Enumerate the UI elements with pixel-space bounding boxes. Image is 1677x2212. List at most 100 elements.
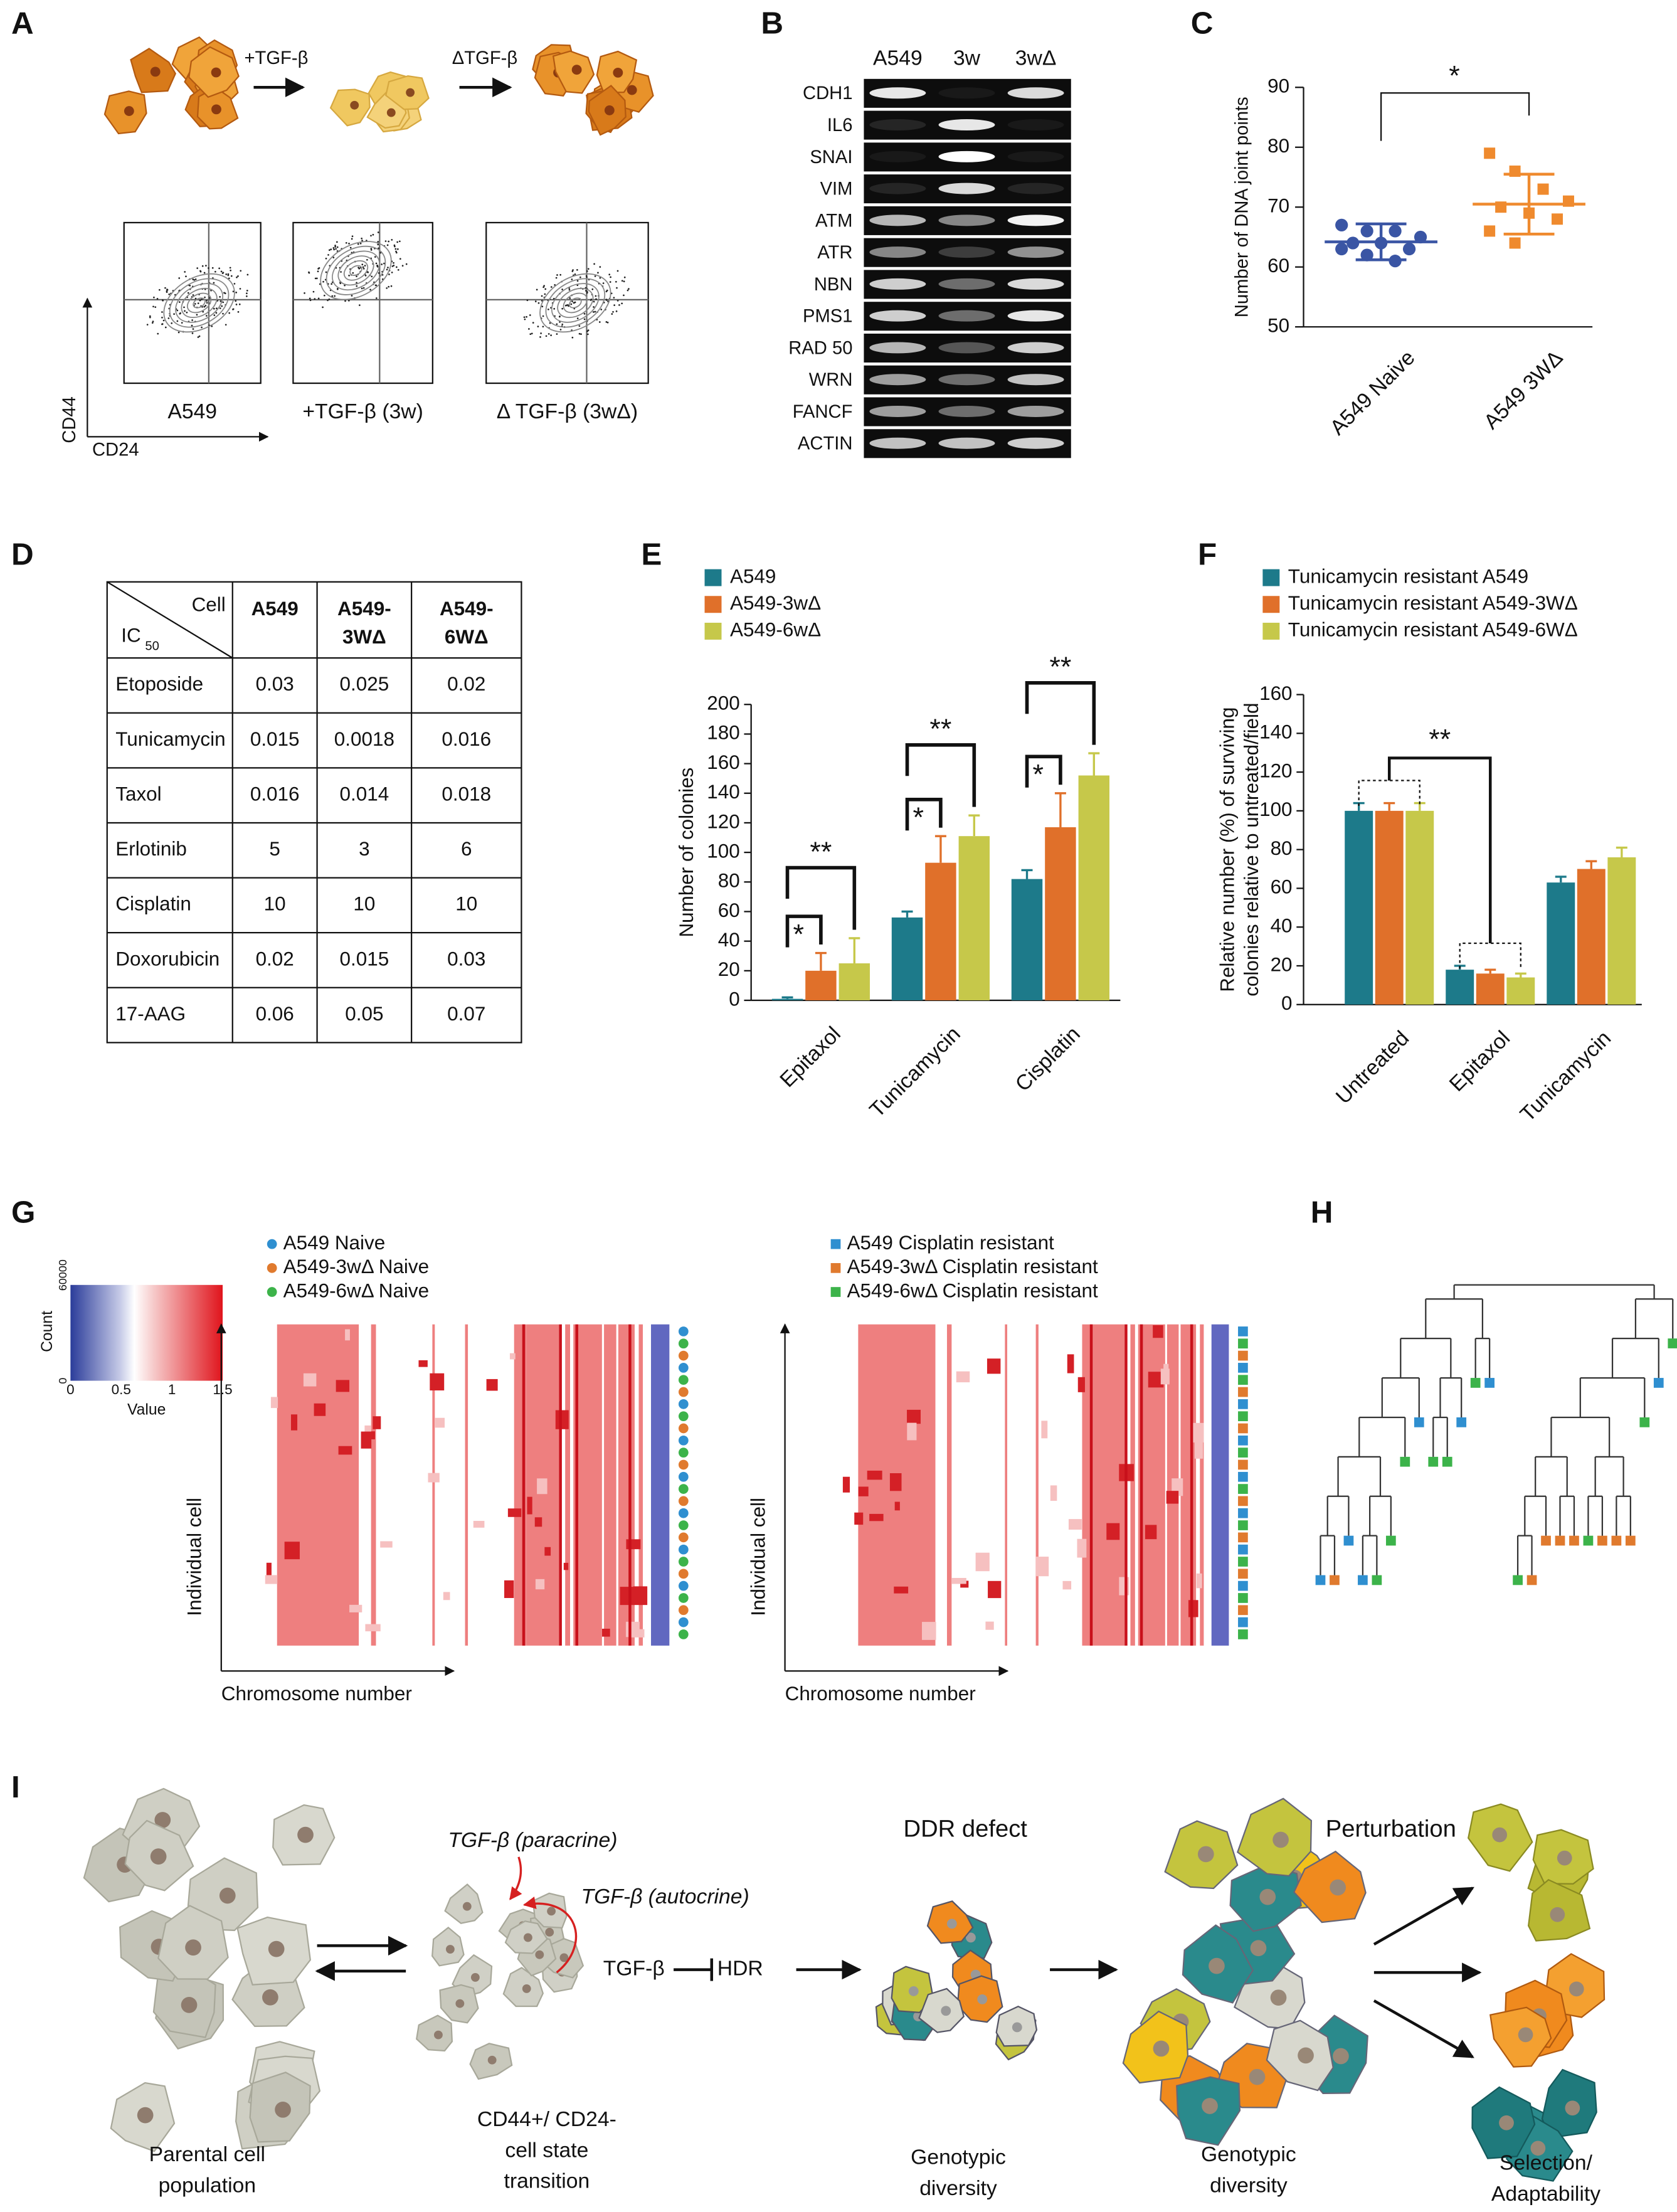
heatmap-cell [869, 1513, 884, 1521]
event-dot [553, 308, 556, 310]
event-dot [593, 263, 595, 265]
event-dot [545, 335, 548, 337]
event-dot [361, 263, 364, 266]
table-cell: 5 [269, 838, 280, 860]
event-dot [534, 300, 537, 302]
nucleus [1209, 1957, 1225, 1974]
heatmap-cell [1050, 1485, 1057, 1501]
event-dot [616, 287, 618, 289]
event-dot [362, 267, 365, 270]
cell-marker [1238, 1459, 1248, 1470]
sd-bar [1503, 172, 1555, 236]
label: ATR [817, 243, 852, 263]
event-dot [364, 265, 366, 267]
significance: ** [1049, 650, 1071, 682]
event-dot [390, 285, 393, 287]
bar [1375, 810, 1404, 1005]
event-dot [399, 258, 401, 260]
arrow [1373, 1887, 1474, 1946]
event-dot [327, 299, 329, 302]
heatmap-block [651, 1324, 670, 1646]
nucleus [966, 1932, 976, 1943]
event-dot [613, 304, 615, 306]
event-dot [225, 273, 228, 275]
bar [1547, 882, 1575, 1005]
column-header: A549- [440, 598, 494, 620]
leaf [1668, 1338, 1677, 1348]
event-dot [224, 292, 226, 295]
event-dot [548, 308, 549, 310]
cell-marker [678, 1593, 689, 1603]
event-dot [176, 309, 179, 312]
event-dot [199, 270, 201, 272]
event-dot [587, 329, 590, 331]
label: Chromosome number [221, 1683, 412, 1705]
event-dot [586, 270, 588, 272]
y-tick-label: 40 [718, 929, 740, 951]
table-border [106, 581, 522, 1044]
event-dot [593, 300, 595, 303]
event-dot [196, 267, 199, 269]
label: HDR [717, 1957, 763, 1981]
column-header: A549- [337, 598, 391, 620]
label: Count [39, 1311, 56, 1352]
bar [1446, 970, 1474, 1005]
heatmap-cell [270, 1397, 278, 1409]
heatmap-cell [1068, 1519, 1082, 1530]
cell-marker [678, 1544, 689, 1555]
row-header: Taxol [115, 783, 161, 805]
event-dot [356, 282, 357, 284]
event-dot [308, 272, 310, 274]
cell-marker [678, 1326, 689, 1336]
event-dot [149, 316, 151, 319]
label: +TGF-β (3w) [302, 400, 423, 423]
event-dot [574, 301, 576, 304]
label: FANCF [793, 402, 853, 422]
event-dot [196, 314, 198, 316]
heatmap-cell [985, 1621, 994, 1630]
event-dot [194, 303, 196, 305]
y-tick-label: 0 [729, 988, 739, 1010]
event-dot [208, 267, 209, 269]
error-bar [1515, 972, 1526, 978]
gel-band [1007, 183, 1064, 194]
y-tick-label: 160 [707, 751, 739, 773]
event-dot [191, 324, 193, 327]
event-dot [177, 331, 180, 334]
label: CD44+/ CD24- [477, 2107, 616, 2131]
nucleus [1272, 1831, 1289, 1848]
heatmap-block [1200, 1324, 1204, 1646]
event-dot [569, 297, 571, 299]
heatmap-cell [428, 1473, 440, 1483]
contour [186, 292, 212, 314]
nucleus [181, 1997, 198, 2013]
event-dot [235, 292, 238, 294]
event-dot [561, 323, 564, 325]
event-dot [304, 292, 305, 294]
error-bar [1616, 846, 1627, 857]
table-cell: 0.016 [250, 783, 300, 805]
event-dot [561, 307, 563, 310]
heatmap-line [1089, 1324, 1093, 1646]
gel-band [938, 342, 995, 354]
legend-marker [267, 1262, 277, 1273]
significance: * [793, 918, 803, 950]
event-dot [334, 246, 337, 248]
x-tick-label: Untreated [1331, 1026, 1414, 1108]
event-dot [325, 257, 327, 260]
heatmap-cell [1077, 1377, 1085, 1392]
cell-marker [678, 1605, 689, 1616]
heatmap-cell [380, 1541, 393, 1548]
event-dot [237, 311, 240, 313]
nucleus [211, 67, 221, 78]
event-dot [585, 275, 588, 277]
heatmap-cell [889, 1473, 902, 1491]
error-bar [1585, 860, 1597, 869]
point [1335, 218, 1348, 231]
heatmap-cell [486, 1379, 498, 1391]
gel-band [869, 87, 926, 99]
event-dot [213, 282, 215, 284]
event-dot [203, 272, 206, 274]
event-dot [156, 298, 159, 300]
event-dot [356, 275, 357, 277]
